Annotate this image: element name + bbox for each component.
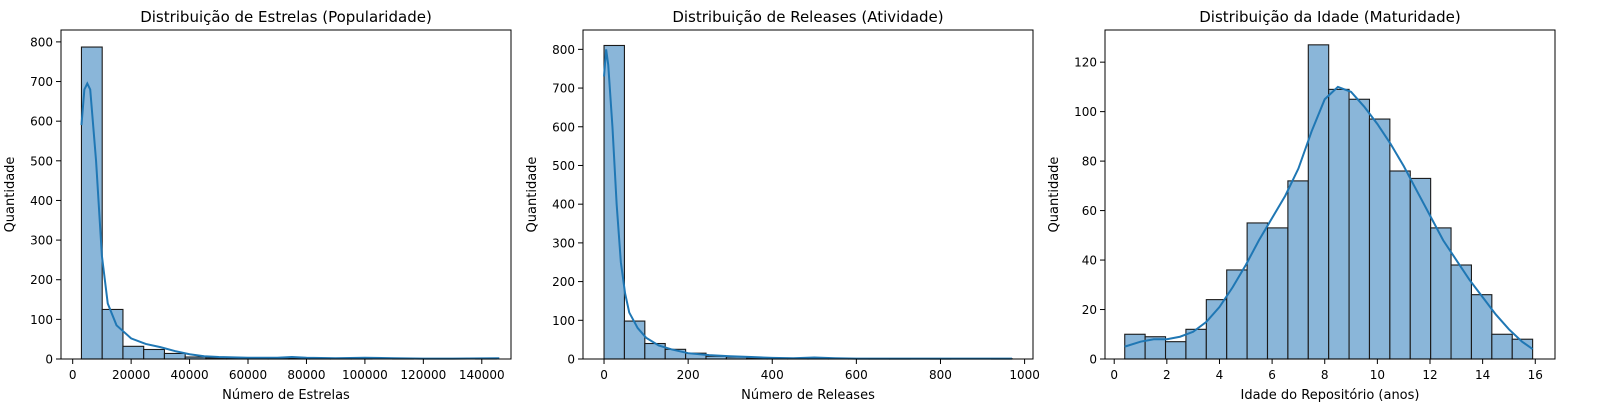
age-xtick-label: 10 bbox=[1370, 368, 1385, 382]
releases-ytick-label: 700 bbox=[552, 82, 575, 96]
age-bar-11 bbox=[1348, 98, 1371, 360]
releases-bars bbox=[603, 44, 1013, 360]
age-x-axis-label: Idade do Repositório (anos) bbox=[1241, 388, 1420, 403]
releases-ytick-label: 200 bbox=[552, 275, 575, 289]
age-xtick-label: 16 bbox=[1528, 368, 1543, 382]
stars-kde-line bbox=[80, 81, 500, 360]
releases-ytick-label: 500 bbox=[552, 159, 575, 173]
releases-ytick-label: 100 bbox=[552, 314, 575, 328]
age-axes-frame bbox=[1104, 29, 1556, 360]
stars-xtick-label: 60000 bbox=[229, 368, 267, 382]
age-bars bbox=[1124, 44, 1534, 360]
stars-xtick-label: 80000 bbox=[287, 368, 325, 382]
age-histogram-panel: 0 2 4 6 8 10 12 14 16 0 20 40 60 80 100 120 Distribuição… bbox=[1047, 8, 1556, 403]
stars-bar-4 bbox=[163, 352, 186, 360]
age-y-axis-label: Quantidade bbox=[1047, 157, 1062, 233]
age-bar-13 bbox=[1389, 170, 1411, 360]
stars-bar-3 bbox=[143, 348, 165, 360]
releases-xtick-label: 0 bbox=[600, 368, 608, 382]
age-ytick-label: 100 bbox=[1074, 105, 1097, 119]
age-ytick-label: 120 bbox=[1074, 56, 1097, 70]
releases-ytick-label: 800 bbox=[552, 43, 575, 57]
stars-bar-2 bbox=[122, 345, 145, 360]
releases-xtick-label: 1000 bbox=[1009, 368, 1040, 382]
stars-histogram-panel: 0 20000 40000 60000 80000 100000 120000 140000 0… bbox=[3, 8, 512, 403]
stars-xtick-label: 140000 bbox=[459, 368, 505, 382]
releases-ytick-label: 300 bbox=[552, 236, 575, 250]
releases-xtick-label: 600 bbox=[845, 368, 868, 382]
age-xtick-label: 6 bbox=[1268, 368, 1276, 382]
age-ytick-label: 20 bbox=[1082, 303, 1097, 317]
stars-ytick-label: 600 bbox=[30, 115, 53, 129]
releases-bar-1 bbox=[623, 320, 646, 360]
releases-xtick-label: 200 bbox=[677, 368, 700, 382]
age-xtick-label: 8 bbox=[1321, 368, 1329, 382]
releases-xtick-label: 800 bbox=[929, 368, 952, 382]
age-xtick-label: 0 bbox=[1110, 368, 1118, 382]
age-kde-line bbox=[1124, 85, 1534, 350]
releases-histogram-panel: 0 200 400 600 800 1000 0 100 200 300 400 500 600 700 8… bbox=[525, 8, 1040, 403]
stars-y-axis-label: Quantidade bbox=[3, 157, 18, 233]
age-ytick-label: 40 bbox=[1082, 254, 1097, 268]
age-bar-5 bbox=[1226, 269, 1248, 360]
age-ytick-label: 0 bbox=[1089, 353, 1097, 367]
releases-ytick-label: 400 bbox=[552, 198, 575, 212]
age-bar-12 bbox=[1368, 118, 1391, 360]
stars-axes-frame bbox=[60, 29, 512, 360]
age-ytick-label: 80 bbox=[1082, 155, 1097, 169]
stars-ytick-label: 300 bbox=[30, 234, 53, 248]
stars-ytick-label: 700 bbox=[30, 75, 53, 89]
releases-bar-0 bbox=[603, 44, 625, 360]
age-chart-title: Distribuição da Idade (Maturidade) bbox=[1199, 8, 1461, 26]
stars-xtick-label: 20000 bbox=[112, 368, 150, 382]
releases-y-axis-label: Quantidade bbox=[525, 157, 540, 233]
stars-ytick-label: 800 bbox=[30, 35, 53, 49]
stars-ytick-label: 100 bbox=[30, 313, 53, 327]
age-bar-9 bbox=[1307, 44, 1330, 360]
age-xtick-label: 2 bbox=[1163, 368, 1171, 382]
releases-ytick-label: 600 bbox=[552, 120, 575, 134]
age-bar-14 bbox=[1409, 177, 1432, 360]
stars-ytick-label: 400 bbox=[30, 194, 53, 208]
releases-x-axis-label: Número de Releases bbox=[741, 388, 875, 403]
stars-xtick-label: 0 bbox=[69, 368, 77, 382]
stars-bars bbox=[80, 46, 497, 360]
stars-ytick-label: 0 bbox=[45, 353, 53, 367]
age-xtick-label: 14 bbox=[1475, 368, 1490, 382]
releases-xtick-label: 400 bbox=[761, 368, 784, 382]
releases-axes-frame bbox=[582, 29, 1034, 360]
age-bar-18 bbox=[1491, 333, 1513, 360]
age-xtick-label: 12 bbox=[1422, 368, 1437, 382]
stars-ytick-label: 200 bbox=[30, 273, 53, 287]
age-xtick-label: 4 bbox=[1216, 368, 1224, 382]
age-ytick-label: 60 bbox=[1082, 204, 1097, 218]
age-bar-4 bbox=[1205, 299, 1228, 360]
age-bar-2 bbox=[1164, 341, 1187, 360]
stars-ytick-label: 500 bbox=[30, 154, 53, 168]
stars-xtick-label: 100000 bbox=[342, 368, 388, 382]
stars-xtick-label: 40000 bbox=[170, 368, 208, 382]
age-bar-8 bbox=[1287, 180, 1309, 360]
age-bar-10 bbox=[1328, 88, 1350, 360]
stars-chart-title: Distribuição de Estrelas (Popularidade) bbox=[140, 8, 432, 26]
stars-x-axis-label: Número de Estrelas bbox=[222, 388, 350, 403]
releases-chart-title: Distribuição de Releases (Atividade) bbox=[672, 8, 943, 26]
releases-ytick-label: 0 bbox=[567, 353, 575, 367]
stars-xtick-label: 120000 bbox=[400, 368, 446, 382]
releases-kde-line bbox=[603, 49, 1012, 360]
age-bar-7 bbox=[1266, 227, 1289, 360]
